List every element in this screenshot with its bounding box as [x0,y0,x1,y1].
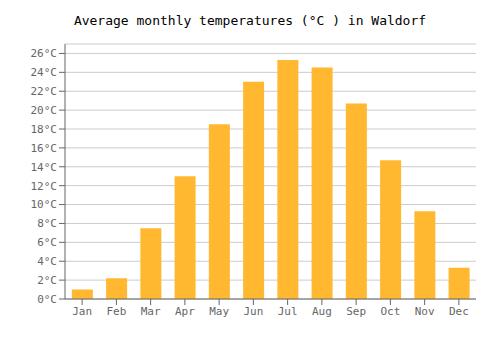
svg-text:26°C: 26°C [31,47,58,60]
svg-text:24°C: 24°C [31,66,58,79]
svg-text:2°C: 2°C [37,274,57,287]
svg-text:6°C: 6°C [37,236,57,249]
svg-text:Apr: Apr [175,305,195,318]
svg-text:May: May [209,305,229,318]
svg-text:Jul: Jul [278,305,298,318]
svg-text:Jan: Jan [72,305,92,318]
svg-text:Sep: Sep [346,305,366,318]
svg-text:Nov: Nov [415,305,435,318]
svg-text:Jun: Jun [243,305,263,318]
svg-text:14°C: 14°C [31,161,58,174]
svg-text:Dec: Dec [449,305,469,318]
html-text:Average monthly temperatures (: Average monthly temperatures (°C ) in Wa… [73,13,427,28]
svg-text:22°C: 22°C [31,85,58,98]
svg-text:Aug: Aug [312,305,332,318]
svg-text:10°C: 10°C [31,198,58,211]
svg-text:Oct: Oct [380,305,400,318]
svg-text:18°C: 18°C [31,123,58,136]
svg-text:12°C: 12°C [31,180,58,193]
svg-text:20°C: 20°C [31,104,58,117]
svg-text:Feb: Feb [106,305,126,318]
svg-text:16°C: 16°C [31,142,58,155]
svg-text:0°C: 0°C [37,293,57,306]
svg-text:8°C: 8°C [37,217,57,230]
svg-text:4°C: 4°C [37,255,57,268]
svg-text:Mar: Mar [141,305,161,318]
